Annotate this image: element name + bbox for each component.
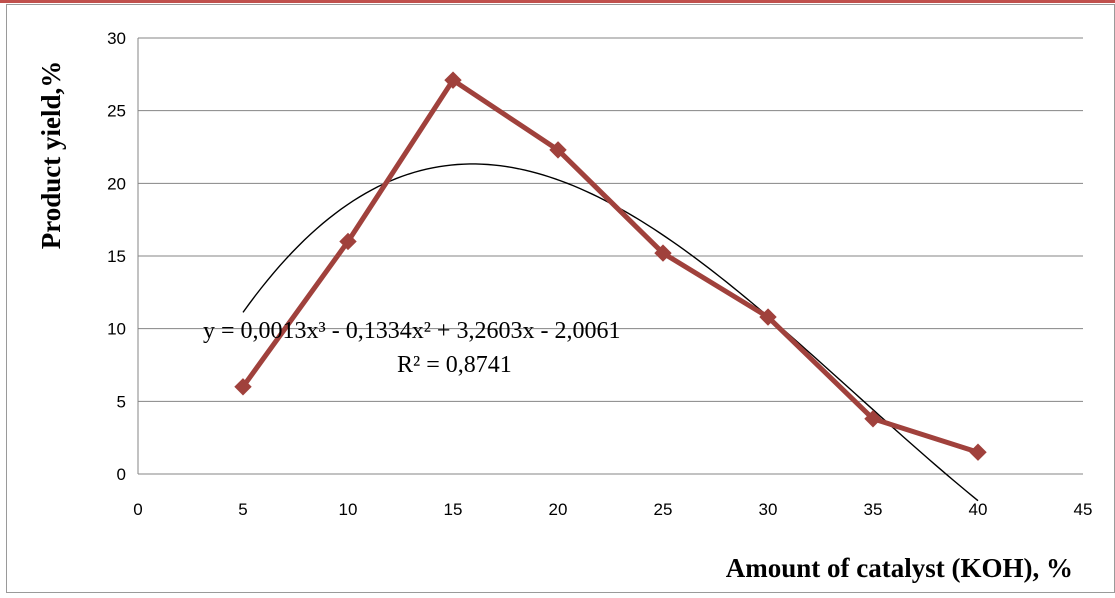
data-point-x15	[444, 71, 462, 89]
chart-border	[6, 4, 1115, 593]
x-tick-label-40: 40	[969, 500, 988, 519]
x-tick-label-45: 45	[1074, 500, 1093, 519]
data-point-x10	[339, 232, 357, 251]
y-tick-label-30: 30	[107, 29, 126, 48]
data-point-x40	[969, 443, 987, 461]
x-tick-label-30: 30	[759, 500, 778, 519]
data-point-x20	[549, 141, 567, 159]
gridlines	[138, 37, 1083, 402]
y-tick-label-5: 5	[117, 392, 126, 411]
axes	[137, 38, 1083, 475]
r-squared-label: R² = 0,8741	[397, 352, 512, 378]
x-tick-label-25: 25	[654, 500, 673, 519]
trendline-equation: y = 0,0013x³ - 0,1334x² + 3,2603x - 2,00…	[203, 318, 620, 344]
y-axis-title: Product yield,%	[36, 61, 66, 250]
y-tick-label-25: 25	[107, 102, 126, 121]
x-tick-label-15: 15	[444, 500, 463, 519]
x-tick-label-20: 20	[549, 500, 568, 519]
y-tick-label-20: 20	[107, 174, 126, 193]
data-point-x25	[654, 244, 672, 262]
x-tick-label-0: 0	[133, 500, 142, 519]
y-tick-label-0: 0	[117, 465, 126, 484]
x-tick-label-35: 35	[864, 500, 883, 519]
y-tick-label-15: 15	[107, 247, 126, 266]
tick-labels: 0 5 10 15 20 25 30 0 5 10 15 20 25 30 35 40 45	[107, 29, 1092, 519]
data-point-x5	[234, 378, 252, 396]
series-line-0	[240, 77, 981, 455]
x-tick-label-5: 5	[238, 500, 247, 519]
series-layer	[234, 71, 987, 461]
y-tick-label-10: 10	[107, 320, 126, 339]
data-point-x35	[864, 410, 882, 428]
x-tick-label-10: 10	[339, 500, 358, 519]
data-point-x30	[759, 308, 777, 326]
x-axis-title: Amount of catalyst (KOH), %	[726, 553, 1073, 583]
